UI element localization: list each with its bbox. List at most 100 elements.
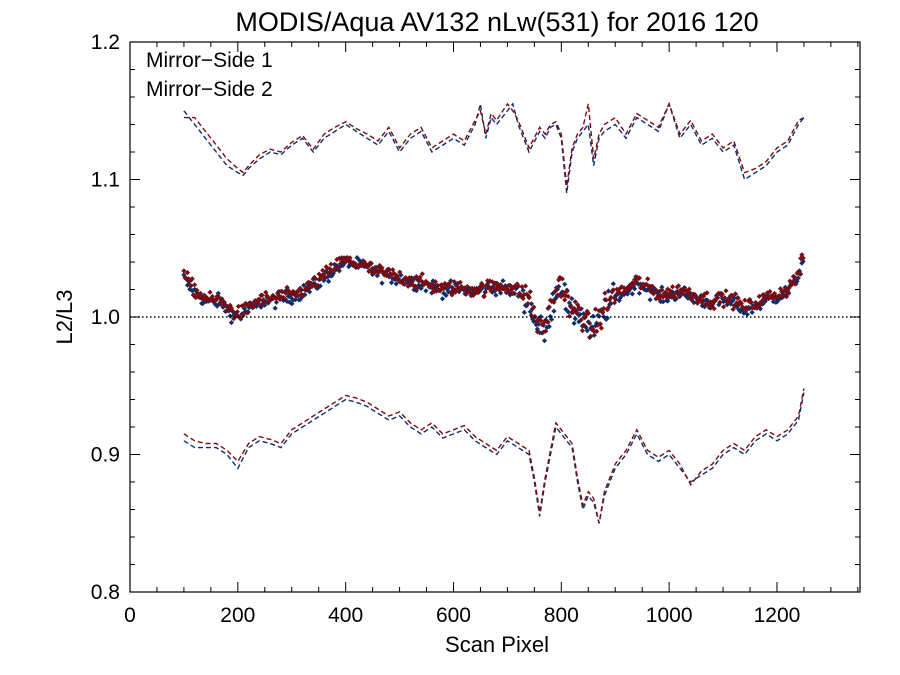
data-point (647, 297, 653, 303)
data-point (295, 289, 301, 295)
data-point (608, 301, 614, 307)
data-point (332, 261, 338, 267)
data-point (501, 286, 507, 292)
data-point (413, 288, 419, 294)
data-point (231, 316, 237, 322)
data-point (248, 303, 255, 309)
data-point (550, 291, 556, 297)
data-point (507, 292, 513, 298)
data-point (538, 318, 544, 324)
data-point (349, 260, 355, 266)
data-point (238, 314, 244, 320)
data-point (571, 320, 577, 326)
x-axis-label: Scan Pixel (445, 632, 549, 657)
data-point (493, 280, 499, 286)
data-point (732, 291, 739, 297)
data-point (573, 310, 580, 316)
data-point (562, 297, 568, 303)
data-point (394, 273, 400, 279)
data-point (762, 298, 768, 305)
data-point (577, 306, 583, 312)
data-point (354, 255, 360, 261)
data-point (218, 301, 224, 307)
data-point (241, 306, 247, 312)
data-point (324, 265, 330, 271)
data-point (712, 297, 718, 303)
data-point (483, 282, 489, 288)
data-point (283, 288, 289, 294)
data-point (614, 286, 620, 292)
data-point (476, 286, 482, 292)
data-point (603, 297, 609, 303)
data-point (623, 287, 629, 293)
data-point (601, 305, 607, 312)
data-point (441, 286, 447, 292)
data-point (677, 293, 683, 299)
data-point (763, 296, 769, 302)
data-point (264, 293, 270, 299)
data-point (256, 296, 262, 302)
data-point (544, 324, 550, 330)
data-point (257, 302, 263, 308)
x-tick-label: 0 (124, 604, 136, 627)
data-point (263, 289, 269, 295)
data-point (774, 299, 780, 305)
data-point (789, 279, 795, 285)
data-point (371, 270, 377, 277)
data-point (538, 314, 544, 320)
data-point (656, 296, 663, 302)
data-point (719, 291, 725, 297)
x-tick-label: 800 (544, 604, 579, 627)
data-point (294, 293, 300, 299)
data-point (799, 252, 805, 258)
data-point (713, 295, 720, 302)
data-point (707, 299, 714, 305)
data-point (186, 276, 192, 282)
data-point (740, 304, 746, 310)
data-point (463, 287, 469, 293)
data-point (464, 284, 470, 290)
data-point (702, 304, 708, 310)
data-point (419, 271, 425, 277)
data-point (285, 287, 291, 293)
data-point (553, 285, 559, 291)
data-point (670, 284, 676, 290)
data-point (665, 298, 671, 304)
data-point (608, 294, 614, 300)
data-point (757, 302, 763, 308)
data-point (645, 276, 651, 282)
data-point (619, 284, 625, 290)
data-point (579, 328, 585, 334)
data-point (577, 311, 583, 317)
data-point (684, 292, 690, 298)
data-point (265, 300, 271, 306)
data-point (772, 290, 778, 297)
data-point (703, 301, 709, 308)
data-point (321, 271, 327, 277)
data-point (696, 298, 702, 304)
data-point (311, 274, 317, 280)
data-point (320, 267, 326, 273)
data-point (275, 290, 281, 296)
data-point (799, 260, 805, 266)
data-point (393, 281, 399, 287)
data-point (531, 304, 537, 310)
data-point (562, 281, 568, 287)
axes: 0 200 400 600 800 1000 1200 0.8 0.9 1.0 1.1 1.2 (91, 31, 861, 627)
data-point (721, 304, 727, 310)
data-point (709, 303, 715, 309)
data-point (335, 265, 341, 271)
data-point (549, 316, 555, 322)
data-point (680, 291, 686, 297)
data-point (568, 304, 574, 310)
x-tick-label: 1000 (646, 604, 693, 627)
data-point (594, 320, 600, 326)
data-point (493, 292, 499, 298)
data-point (692, 292, 698, 298)
data-point (282, 296, 288, 302)
data-point (595, 322, 601, 328)
data-point (262, 300, 268, 306)
data-point (554, 292, 561, 298)
data-point (627, 286, 633, 292)
data-point (206, 297, 212, 303)
